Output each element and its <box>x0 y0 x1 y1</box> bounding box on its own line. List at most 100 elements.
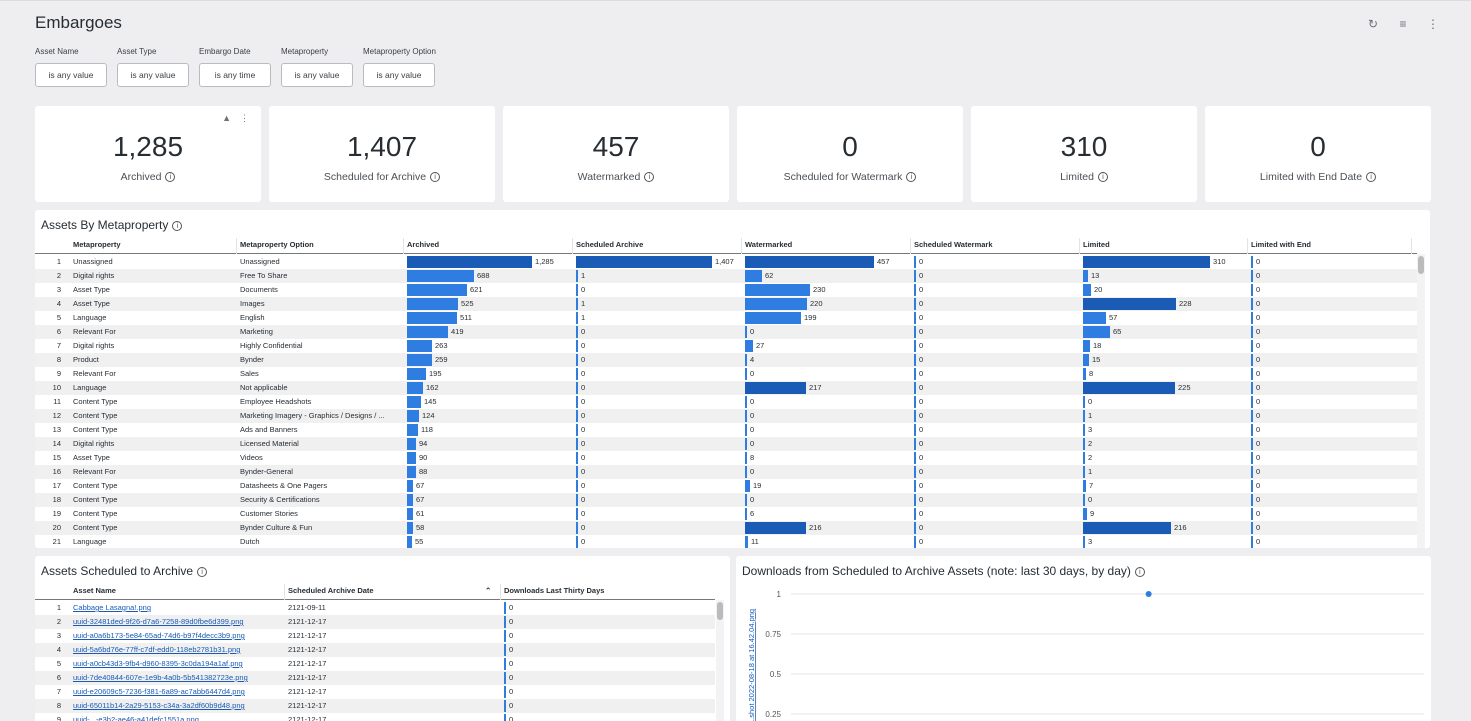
table-row[interactable]: 18 Content Type Security & Certifications 6… <box>35 493 1417 507</box>
bar-value: 7 <box>1089 481 1094 490</box>
kpi-tile[interactable]: 310 Limited i <box>971 106 1197 202</box>
info-icon[interactable]: i <box>906 172 917 183</box>
column-header[interactable]: Scheduled Archive Date <box>288 586 374 595</box>
kpi-tile[interactable]: 0 Scheduled for Watermark i <box>737 106 963 202</box>
info-icon[interactable]: i <box>430 172 441 183</box>
column-header[interactable]: Metaproperty <box>73 240 121 249</box>
column-header[interactable]: Archived <box>407 240 440 249</box>
info-icon[interactable]: i <box>165 172 176 183</box>
filter-button[interactable]: is any value <box>281 63 353 87</box>
table-row[interactable]: 4 uuid-5a6bd76e-77ff-c7df-edd0-118eb2781b… <box>35 643 715 657</box>
column-header[interactable]: Limited with End <box>1251 240 1311 249</box>
archive-date-cell: 2121-12-17 <box>288 617 327 626</box>
bar-mark <box>1251 396 1253 408</box>
table-row[interactable]: 17 Content Type Datasheets & One Pagers 67 0… <box>35 479 1417 493</box>
table-row[interactable]: 10 Language Not applicable 162 0 217 0 225 0 <box>35 381 1417 395</box>
table-row[interactable]: 8 uuid-65011b14-2a29-5153-c34a-3a2df60b9d… <box>35 699 715 713</box>
scrollbar-thumb[interactable] <box>1418 256 1424 274</box>
column-header[interactable]: Asset Name <box>73 586 116 595</box>
table-row[interactable]: 8 Product Bynder 259 0 4 0 15 0 <box>35 353 1417 367</box>
asset-name-link[interactable]: uuid-5a6bd76e-77ff-c7df-edd0-118eb2781b3… <box>73 645 241 654</box>
asset-name-link[interactable]: uuid-7de40844-607e-1e9b-4a0b-5b541382723… <box>73 673 248 682</box>
table-row[interactable]: 9 uuid-...-e3b2-ae46-a41defc1551a.png 2121… <box>35 713 715 721</box>
table-row[interactable]: 11 Content Type Employee Headshots 145 0 0 0 0 0 <box>35 395 1417 409</box>
table-row[interactable]: 16 Relevant For Bynder-General 88 0 0 0 1 0 <box>35 465 1417 479</box>
column-header[interactable]: Scheduled Archive <box>576 240 644 249</box>
filter-button[interactable]: is any value <box>363 63 435 87</box>
asset-name-link[interactable]: Cabbage Lasagna!.png <box>73 603 151 612</box>
info-icon[interactable]: i <box>1366 172 1377 183</box>
table-row[interactable]: 7 uuid-e20609c5-7236-f381-6a89-ac7abb6447… <box>35 685 715 699</box>
filter-button[interactable]: is any value <box>117 63 189 87</box>
column-header[interactable]: Scheduled Watermark <box>914 240 993 249</box>
bar-mark <box>1251 326 1253 338</box>
column-header[interactable]: Metaproperty Option <box>240 240 314 249</box>
kpi-label-wrap: Limited i <box>971 171 1197 183</box>
bar-mark <box>745 410 747 422</box>
table-row[interactable]: 14 Digital rights Licensed Material 94 0 0 0 2 0 <box>35 437 1417 451</box>
vertical-scrollbar[interactable] <box>716 600 724 721</box>
table-row[interactable]: 5 Language English 511 1 199 0 57 0 <box>35 311 1417 325</box>
asset-name-link[interactable]: uuid-a0a6b173-5e84-65ad-74d6-b97f4decc3b… <box>73 631 245 640</box>
bar-mark <box>1083 256 1210 268</box>
table-row[interactable]: 2 uuid-32481ded-9f26-d7a6-7258-89d0fbe6d3… <box>35 615 715 629</box>
table-row[interactable]: 7 Digital rights Highly Confidential 263 0 27… <box>35 339 1417 353</box>
asset-name-link[interactable]: uuid-a0cb43d3-9fb4-d960-8395-3c0da194a1a… <box>73 659 243 668</box>
bar-mark <box>576 270 578 282</box>
table-row[interactable]: 21 Language Dutch 55 0 11 0 3 0 <box>35 535 1417 548</box>
info-icon[interactable]: i <box>1134 566 1145 577</box>
vertical-scrollbar[interactable] <box>1417 254 1425 548</box>
bar-mark <box>576 536 578 548</box>
kpi-tile[interactable]: 1,285 Archived i ▲ ⋮ <box>35 106 261 202</box>
table-row[interactable]: 3 Asset Type Documents 621 0 230 0 20 0 <box>35 283 1417 297</box>
table-row[interactable]: 19 Content Type Customer Stories 61 0 6 0 9 0 <box>35 507 1417 521</box>
metaproperty-cell: Content Type <box>73 481 118 490</box>
table-row[interactable]: 3 uuid-a0a6b173-5e84-65ad-74d6-b97f4decc3… <box>35 629 715 643</box>
info-icon[interactable]: i <box>1097 172 1108 183</box>
asset-name-link[interactable]: uuid-e20609c5-7236-f381-6a89-ac7abb6447d… <box>73 687 245 696</box>
info-icon[interactable]: i <box>172 220 183 231</box>
filter-icon[interactable]: ≡ <box>1399 17 1407 31</box>
scrollbar-thumb[interactable] <box>717 602 723 620</box>
table-row[interactable]: 13 Content Type Ads and Banners 118 0 0 0 3 0 <box>35 423 1417 437</box>
info-icon[interactable]: i <box>197 566 208 577</box>
bar-mark <box>504 672 506 684</box>
data-point[interactable] <box>1145 591 1152 597</box>
info-icon[interactable]: i <box>644 172 655 183</box>
table-row[interactable]: 20 Content Type Bynder Culture & Fun 58 0 216… <box>35 521 1417 535</box>
more-vertical-icon[interactable]: ⋮ <box>240 113 249 123</box>
sort-ascending-icon[interactable]: ⌃ <box>485 586 492 595</box>
kpi-tile[interactable]: 1,407 Scheduled for Archive i <box>269 106 495 202</box>
bar-value: 2 <box>1088 439 1093 448</box>
table-row[interactable]: 2 Digital rights Free To Share 688 1 62 0 13 0 <box>35 269 1417 283</box>
table-row[interactable]: 4 Asset Type Images 525 1 220 0 228 0 <box>35 297 1417 311</box>
asset-name-link[interactable]: uuid-65011b14-2a29-5153-c34a-3a2df60b9d4… <box>73 701 245 710</box>
table-row[interactable]: 1 Unassigned Unassigned 1,285 1,407 457 0 310 0 <box>35 255 1417 269</box>
table-row[interactable]: 6 uuid-7de40844-607e-1e9b-4a0b-5b54138272… <box>35 671 715 685</box>
table-row[interactable]: 9 Relevant For Sales 195 0 0 0 8 0 <box>35 367 1417 381</box>
metaproperty-cell: Digital rights <box>73 271 115 280</box>
bar-value: 0 <box>919 341 924 350</box>
asset-name-link[interactable]: uuid-...-e3b2-ae46-a41defc1551a.png <box>73 715 199 721</box>
more-vertical-icon[interactable]: ⋮ <box>1427 17 1439 31</box>
bar-mark <box>1251 256 1253 268</box>
table-row[interactable]: 5 uuid-a0cb43d3-9fb4-d960-8395-3c0da194a1… <box>35 657 715 671</box>
column-header[interactable]: Watermarked <box>745 240 793 249</box>
column-header[interactable]: Downloads Last Thirty Days <box>504 586 605 595</box>
filter-button[interactable]: is any time <box>199 63 271 87</box>
x-category-label[interactable]: ...shot 2022-08-18 at 16.42.04.png <box>747 609 756 721</box>
filter-button[interactable]: is any value <box>35 63 107 87</box>
asset-name-link[interactable]: uuid-32481ded-9f26-d7a6-7258-89d0fbe6d39… <box>73 617 244 626</box>
downloads-cell: 0 <box>509 715 514 721</box>
bar-mark <box>504 602 506 614</box>
kpi-tile[interactable]: 0 Limited with End Date i <box>1205 106 1431 202</box>
alert-bell-icon[interactable]: ▲ <box>222 113 231 123</box>
kpi-tile[interactable]: 457 Watermarked i <box>503 106 729 202</box>
column-header[interactable]: Limited <box>1083 240 1110 249</box>
table-row[interactable]: 15 Asset Type Videos 90 0 8 0 2 0 <box>35 451 1417 465</box>
refresh-icon[interactable]: ↻ <box>1367 17 1379 31</box>
table-row[interactable]: 1 Cabbage Lasagna!.png 2121-09-11 0 <box>35 601 715 615</box>
table-row[interactable]: 6 Relevant For Marketing 419 0 0 0 65 0 <box>35 325 1417 339</box>
table-row[interactable]: 12 Content Type Marketing Imagery - Graphi… <box>35 409 1417 423</box>
bar-mark <box>1083 382 1175 394</box>
